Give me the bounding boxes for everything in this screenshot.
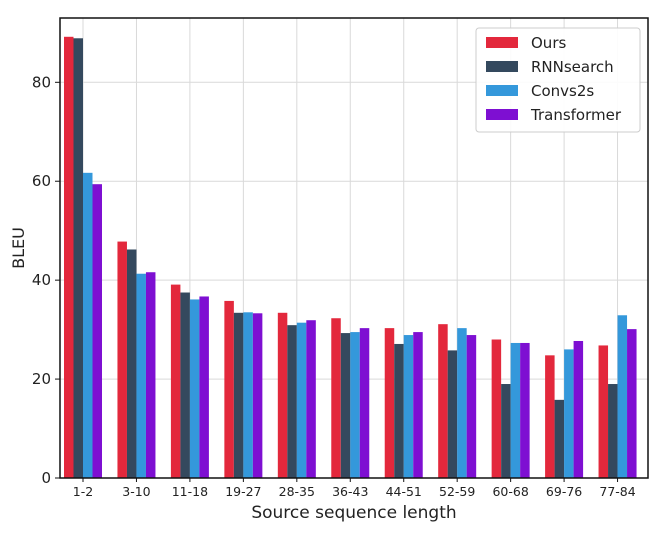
bar-transformer-69-76 [573, 340, 584, 478]
bar-rnnsearch-60-68 [501, 384, 511, 478]
bar-convs2s-28-35 [296, 322, 307, 478]
bar-convs2s-77-84 [617, 315, 628, 478]
bar-transformer-44-51 [413, 332, 423, 478]
bar-convs2s-19-27 [243, 312, 253, 478]
bar-ours-60-68 [491, 339, 502, 478]
bar-rnnsearch-19-27 [233, 312, 244, 478]
legend-swatch-rnnsearch [486, 61, 518, 72]
bar-convs2s-52-59 [457, 328, 467, 478]
bar-transformer-36-43 [359, 328, 370, 478]
legend-label-rnnsearch: RNNsearch [531, 58, 614, 76]
bar-rnnsearch-44-51 [394, 343, 404, 478]
bar-series [64, 36, 637, 478]
bar-transformer-3-10 [145, 272, 156, 478]
x-tick-label: 52-59 [439, 484, 475, 499]
x-tick-label: 28-35 [279, 484, 315, 499]
y-tick-label: 20 [32, 370, 51, 388]
x-tick-label: 19-27 [225, 484, 261, 499]
y-tick-label: 60 [32, 172, 51, 190]
x-tick-label: 1-2 [73, 484, 93, 499]
bar-rnnsearch-36-43 [340, 333, 351, 478]
bar-transformer-52-59 [466, 335, 477, 478]
legend-box [475, 27, 641, 133]
bar-ours-19-27 [224, 300, 234, 478]
bar-rnnsearch-69-76 [554, 399, 565, 478]
x-tick-label: 11-18 [172, 484, 208, 499]
bar-transformer-60-68 [520, 342, 530, 478]
legend-label-convs2s: Convs2s [531, 82, 594, 100]
bar-ours-44-51 [384, 328, 395, 478]
bar-rnnsearch-28-35 [287, 325, 297, 478]
x-tick-label: 36-43 [332, 484, 368, 499]
bar-ours-36-43 [331, 318, 341, 478]
legend-swatch-transformer [486, 109, 518, 120]
y-tick-label: 40 [32, 271, 51, 289]
axis-ticks: 0 20 40 60 80 1-2 3-10 11-18 19-27 28-35 36-43 44-5… [32, 73, 636, 499]
bar-rnnsearch-11-18 [180, 292, 190, 478]
bar-transformer-28-35 [306, 320, 316, 478]
bar-transformer-11-18 [199, 296, 209, 478]
bar-transformer-77-84 [627, 329, 637, 478]
legend: Ours RNNsearch Convs2s Transformer [475, 27, 641, 133]
bar-convs2s-1-2 [83, 172, 93, 478]
y-tick-label: 0 [41, 469, 51, 487]
y-tick-label: 80 [32, 73, 51, 91]
bar-convs2s-11-18 [189, 299, 200, 478]
bar-rnnsearch-1-2 [73, 38, 83, 478]
bar-convs2s-60-68 [510, 342, 521, 478]
bar-ours-52-59 [438, 324, 448, 478]
bar-rnnsearch-77-84 [608, 384, 618, 478]
bar-convs2s-69-76 [564, 349, 574, 478]
bar-transformer-1-2 [92, 184, 102, 478]
bar-convs2s-44-51 [403, 335, 414, 478]
x-tick-label: 3-10 [122, 484, 150, 499]
bar-ours-11-18 [170, 284, 181, 478]
bar-rnnsearch-3-10 [126, 249, 137, 478]
x-axis-label: Source sequence length [251, 503, 456, 523]
x-tick-label: 60-68 [492, 484, 528, 499]
bar-transformer-19-27 [252, 313, 263, 478]
plot-frame [59, 17, 649, 479]
bar-ours-69-76 [545, 355, 555, 478]
bar-ours-3-10 [117, 241, 127, 478]
y-axis-label: BLEU [9, 227, 28, 269]
x-tick-label: 69-76 [546, 484, 582, 499]
bar-rnnsearch-52-59 [447, 350, 458, 478]
x-tick-label: 77-84 [599, 484, 635, 499]
legend-label-ours: Ours [531, 34, 566, 52]
legend-swatch-convs2s [486, 85, 518, 96]
bar-convs2s-3-10 [136, 273, 146, 478]
bar-ours-1-2 [64, 36, 74, 478]
legend-label-transformer: Transformer [530, 106, 622, 124]
bar-ours-28-35 [277, 312, 288, 478]
bar-ours-77-84 [598, 345, 609, 478]
legend-swatch-ours [486, 37, 518, 48]
bar-convs2s-36-43 [350, 332, 360, 478]
x-tick-label: 44-51 [386, 484, 422, 499]
